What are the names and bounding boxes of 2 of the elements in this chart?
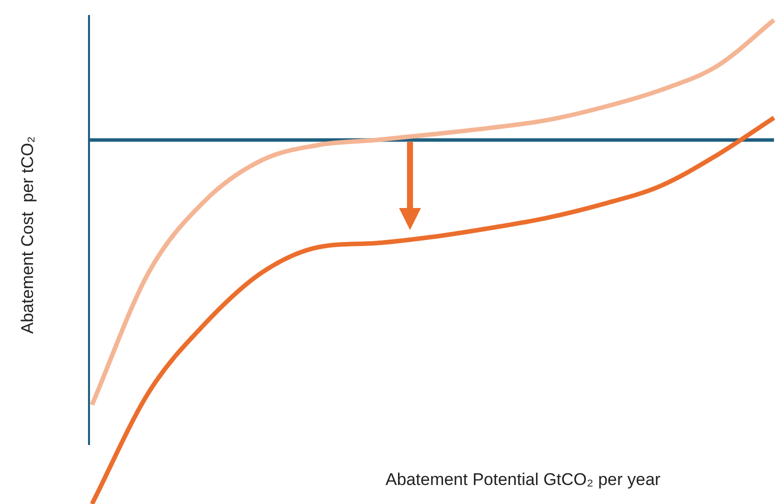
x-axis-title: Abatement Potential GtCO₂ per year [386, 470, 660, 490]
y-axis-title: Abatement Cost per tCO₂ [18, 136, 38, 334]
